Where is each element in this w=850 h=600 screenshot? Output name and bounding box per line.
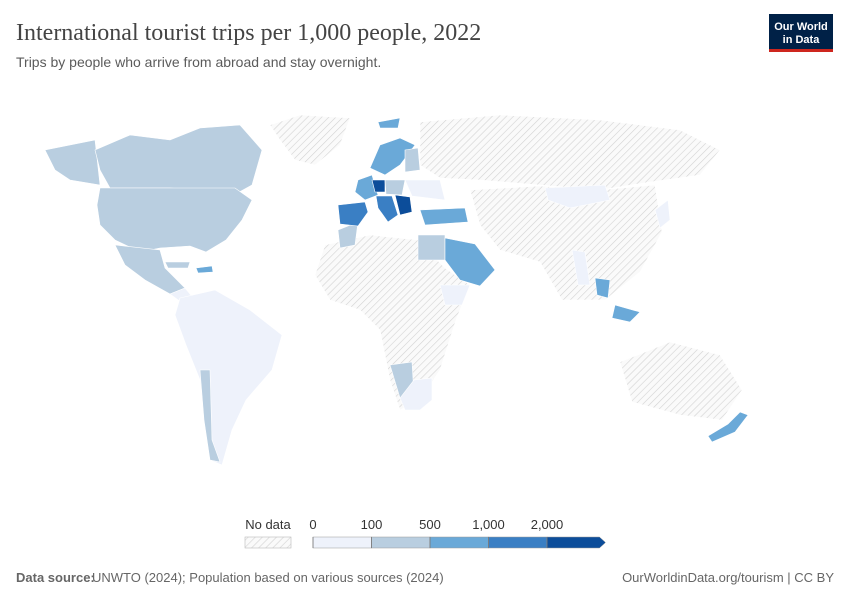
country[interactable]	[384, 179, 406, 196]
country[interactable]	[94, 124, 263, 197]
country[interactable]	[377, 117, 401, 129]
logo-underline	[769, 49, 833, 52]
country[interactable]	[404, 147, 421, 173]
country[interactable]	[337, 201, 369, 227]
logo-text: in Data	[783, 34, 821, 46]
country[interactable]	[419, 114, 721, 191]
legend-bin	[546, 536, 606, 549]
logo-box[interactable]	[769, 14, 833, 51]
logo-text: Our World	[774, 21, 828, 33]
country[interactable]	[594, 277, 611, 299]
country[interactable]	[371, 179, 386, 193]
source-label: Data source:	[16, 570, 95, 585]
country[interactable]	[404, 179, 446, 201]
country[interactable]	[707, 411, 749, 443]
legend-tick-label: 1,000	[472, 517, 505, 532]
country[interactable]	[444, 237, 496, 287]
legend-no-data-swatch	[244, 536, 292, 549]
legend-tick-label: 0	[309, 517, 316, 532]
country[interactable]	[195, 265, 214, 274]
legend-no-data-label: No data	[245, 517, 291, 532]
country[interactable]	[394, 194, 413, 216]
country[interactable]	[654, 199, 671, 229]
country[interactable]	[417, 234, 446, 261]
country[interactable]	[199, 369, 221, 463]
country[interactable]	[619, 341, 743, 421]
country[interactable]	[269, 114, 351, 166]
url: OurWorldinData.org/tourism | CC BY	[622, 570, 834, 585]
country[interactable]	[369, 137, 416, 176]
country[interactable]	[544, 184, 611, 209]
country[interactable]	[114, 244, 186, 295]
legend-tick-label: 2,000	[531, 517, 564, 532]
country[interactable]	[399, 377, 433, 411]
legend-tick-label: 100	[361, 517, 383, 532]
country[interactable]	[571, 249, 591, 286]
country[interactable]	[611, 304, 641, 323]
country[interactable]	[419, 207, 469, 226]
legend-bin	[488, 536, 548, 549]
legend-bin	[429, 536, 489, 549]
country[interactable]	[164, 261, 191, 269]
country[interactable]	[174, 289, 283, 466]
country[interactable]	[439, 284, 471, 306]
country[interactable]	[96, 187, 253, 253]
subtitle: Trips by people who arrive from abroad a…	[16, 54, 381, 70]
source: UNWTO (2024); Population based on variou…	[92, 570, 444, 585]
legend-bin	[371, 536, 431, 549]
country[interactable]	[375, 195, 399, 223]
legend-bin	[312, 536, 372, 549]
title: International tourist trips per 1,000 pe…	[16, 20, 481, 46]
legend-tick-label: 500	[419, 517, 441, 532]
world-map	[44, 114, 749, 466]
legend: No data 0 100 500 1,000 2,000	[244, 517, 606, 549]
country[interactable]	[44, 139, 101, 186]
